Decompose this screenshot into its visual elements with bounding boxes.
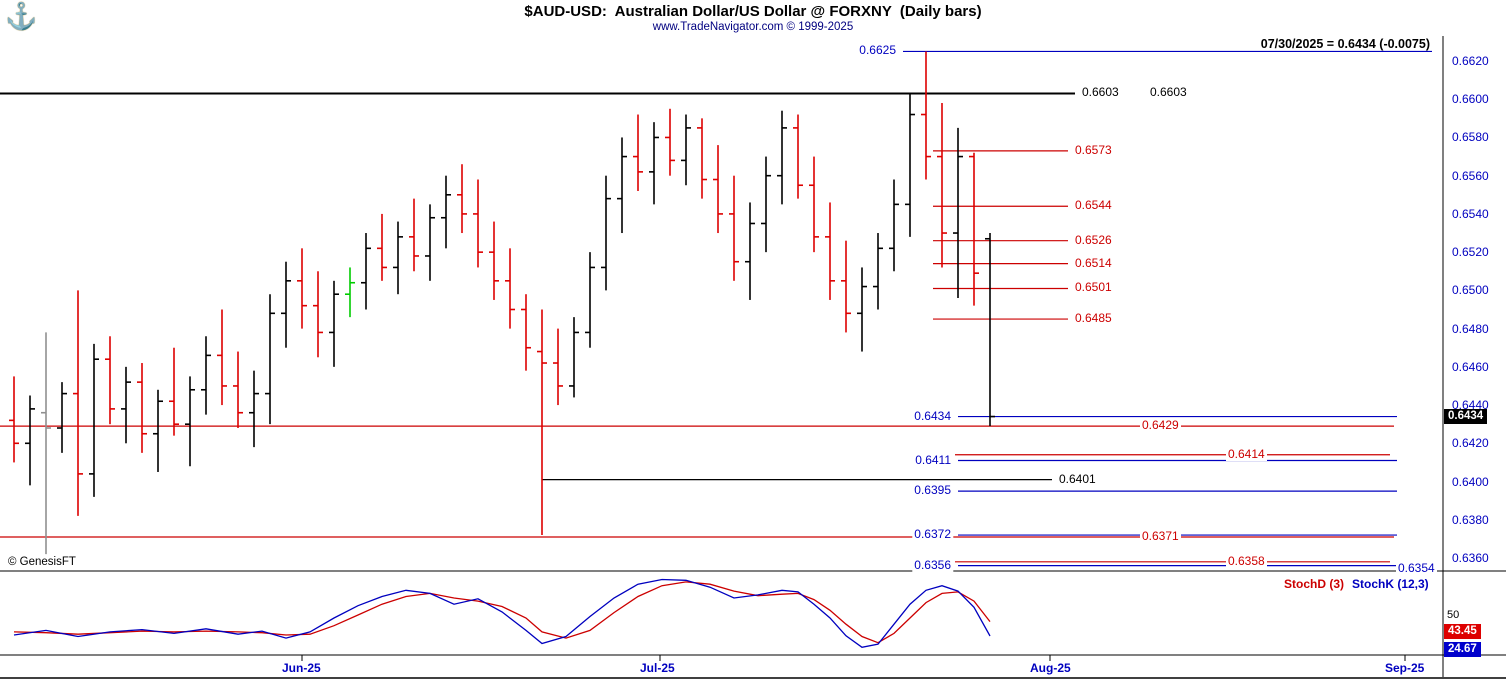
stochd-curve xyxy=(13,581,991,644)
genesisft-copyright: © GenesisFT xyxy=(8,556,76,568)
price-levels-layer xyxy=(0,50,1432,567)
chart-subtitle: www.TradeNavigator.com © 1999-2025 xyxy=(652,21,854,33)
stochk-legend[interactable]: StochK (12,3) xyxy=(1352,577,1429,591)
stochk-curve xyxy=(13,578,991,648)
stochd-legend[interactable]: StochD (3) xyxy=(1284,577,1344,591)
stochastic-layer xyxy=(13,578,991,648)
chart-title: $AUD-USD: Australian Dollar/US Dollar @ … xyxy=(524,3,982,20)
genesis-logo-icon: ⚓ xyxy=(5,1,38,31)
stoch-mid-level-label: 50 xyxy=(1447,609,1460,621)
stochk-value-badge: 24.67 xyxy=(1444,642,1481,657)
last-quote-readout: 07/30/2025 = 0.6434 (-0.0075) xyxy=(1260,37,1430,51)
axes-frame-layer xyxy=(0,36,1506,679)
ohlc-bars-layer xyxy=(9,51,995,555)
stochd-value-badge: 43.45 xyxy=(1444,624,1481,639)
current-price-badge: 0.6434 xyxy=(1444,409,1488,424)
